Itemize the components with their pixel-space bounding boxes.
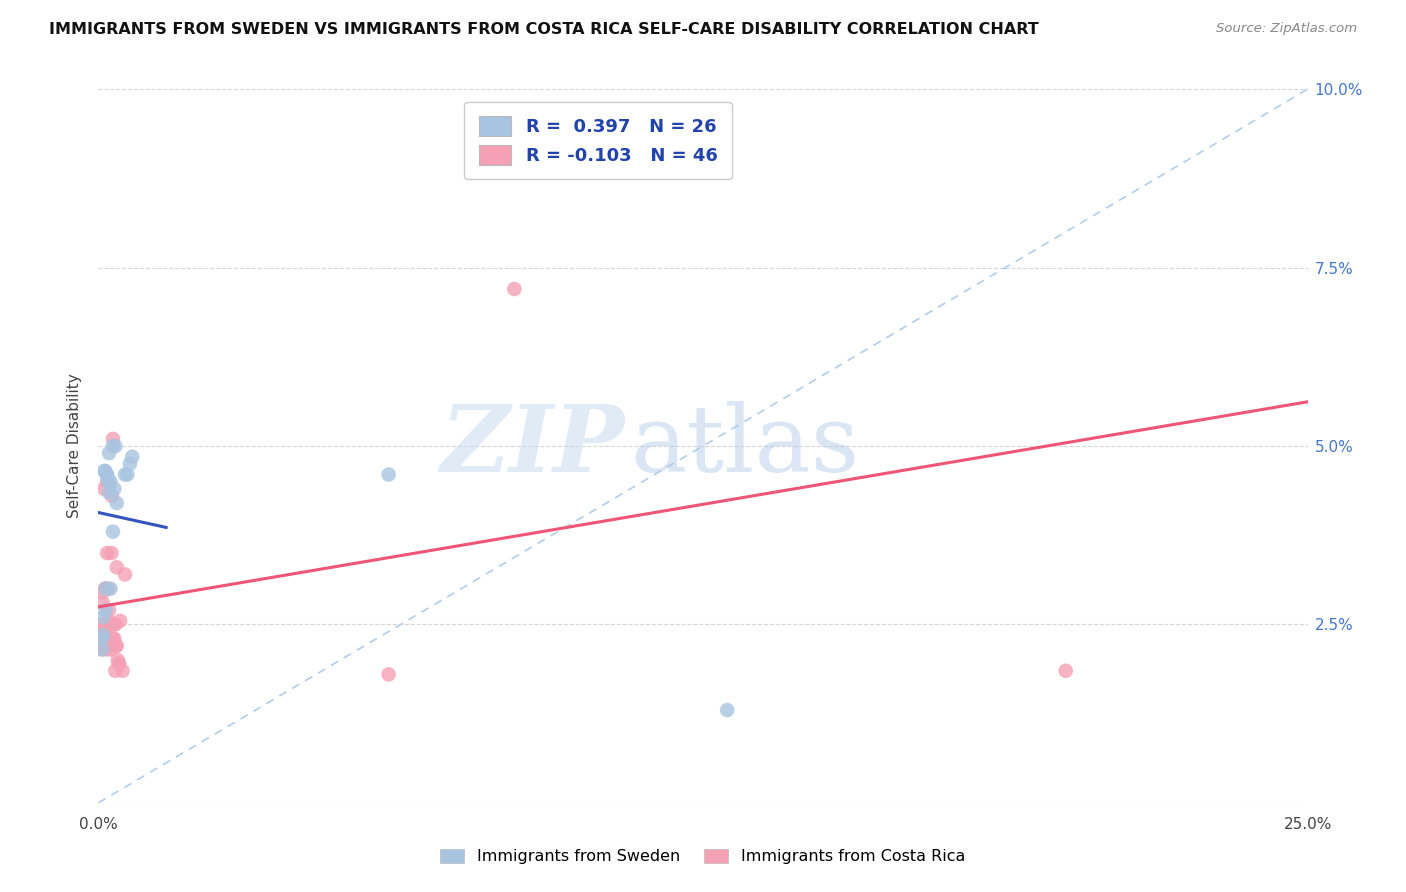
Point xyxy=(104,639,127,653)
Point xyxy=(100,475,122,489)
Point xyxy=(91,621,114,635)
Y-axis label: Self-Care Disability: Self-Care Disability xyxy=(67,374,83,518)
Point xyxy=(100,639,122,653)
Point xyxy=(93,482,115,496)
Point xyxy=(98,446,121,460)
Point xyxy=(103,482,125,496)
Point xyxy=(104,617,127,632)
Point xyxy=(94,582,117,596)
Point xyxy=(108,614,131,628)
Point xyxy=(91,596,114,610)
Point xyxy=(93,464,115,478)
Point xyxy=(91,610,114,624)
Legend: Immigrants from Sweden, Immigrants from Costa Rica: Immigrants from Sweden, Immigrants from … xyxy=(434,842,972,871)
Point xyxy=(90,635,112,649)
Point xyxy=(90,632,112,646)
Point xyxy=(97,475,120,489)
Point xyxy=(101,439,124,453)
Point xyxy=(96,475,118,489)
Point xyxy=(377,667,399,681)
Point xyxy=(93,617,115,632)
Point xyxy=(94,582,117,596)
Point xyxy=(101,632,124,646)
Point xyxy=(118,457,141,471)
Point xyxy=(101,432,124,446)
Point xyxy=(97,614,120,628)
Point xyxy=(107,653,129,667)
Point xyxy=(91,632,114,646)
Point xyxy=(103,617,125,632)
Text: IMMIGRANTS FROM SWEDEN VS IMMIGRANTS FROM COSTA RICA SELF-CARE DISABILITY CORREL: IMMIGRANTS FROM SWEDEN VS IMMIGRANTS FRO… xyxy=(49,22,1039,37)
Point xyxy=(91,635,114,649)
Point xyxy=(105,560,128,574)
Point xyxy=(498,150,520,164)
Point xyxy=(100,582,122,596)
Point xyxy=(1054,664,1077,678)
Point xyxy=(96,642,118,657)
Point xyxy=(105,496,128,510)
Point xyxy=(91,585,114,599)
Point xyxy=(100,546,122,560)
Legend: R =  0.397   N = 26, R = -0.103   N = 46: R = 0.397 N = 26, R = -0.103 N = 46 xyxy=(464,102,733,179)
Point xyxy=(91,628,114,642)
Point xyxy=(101,489,124,503)
Point xyxy=(96,467,118,482)
Point xyxy=(121,450,143,464)
Point xyxy=(93,628,115,642)
Point xyxy=(117,467,139,482)
Text: ZIP: ZIP xyxy=(440,401,624,491)
Point xyxy=(114,567,136,582)
Point xyxy=(96,546,118,560)
Point xyxy=(97,639,120,653)
Point xyxy=(104,664,127,678)
Point xyxy=(90,617,112,632)
Point xyxy=(101,524,124,539)
Point xyxy=(94,624,117,639)
Point xyxy=(114,467,136,482)
Point xyxy=(98,485,121,500)
Point xyxy=(94,464,117,478)
Point xyxy=(94,639,117,653)
Point xyxy=(377,467,399,482)
Point xyxy=(91,642,114,657)
Point xyxy=(96,467,118,482)
Point xyxy=(111,664,134,678)
Text: Source: ZipAtlas.com: Source: ZipAtlas.com xyxy=(1216,22,1357,36)
Point xyxy=(100,642,122,657)
Point xyxy=(104,439,127,453)
Point xyxy=(89,617,111,632)
Point xyxy=(716,703,738,717)
Point xyxy=(97,582,120,596)
Point xyxy=(108,657,131,671)
Point xyxy=(503,282,526,296)
Point xyxy=(105,639,128,653)
Point xyxy=(90,642,112,657)
Point xyxy=(94,582,117,596)
Point xyxy=(107,657,129,671)
Point xyxy=(98,603,121,617)
Point xyxy=(103,632,125,646)
Point xyxy=(94,603,117,617)
Text: atlas: atlas xyxy=(630,401,859,491)
